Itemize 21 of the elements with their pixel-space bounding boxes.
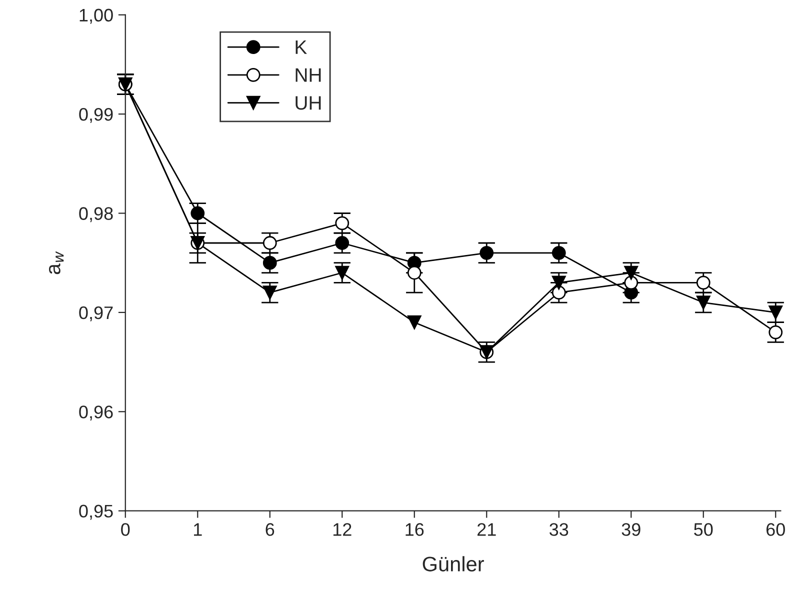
x-axis-title: Günler <box>422 556 484 572</box>
y-tick-label: 1,00 <box>80 8 113 24</box>
y-tick-label: 0,98 <box>79 207 113 222</box>
x-tick-label: 60 <box>766 523 785 536</box>
y-tick-label: 0,99 <box>79 108 113 123</box>
x-tick-label: 50 <box>694 523 713 536</box>
x-tick-label: 33 <box>550 523 568 536</box>
x-tick-label: 6 <box>266 523 274 536</box>
legend-label: NH <box>296 68 321 82</box>
y-tick-label: 0,96 <box>79 406 113 420</box>
legend-label: UH <box>296 96 321 110</box>
x-tick-label: 0 <box>121 523 130 536</box>
legend-label: K <box>296 40 307 54</box>
x-tick-label: 16 <box>406 523 424 536</box>
x-tick-label: 1 <box>194 523 202 536</box>
y-tick-label: 0,95 <box>79 504 113 520</box>
x-tick-label: 39 <box>622 523 640 536</box>
x-tick-label: 21 <box>478 523 496 536</box>
y-axis-title: a$_{w}$ <box>48 251 64 274</box>
y-tick-label: 0,97 <box>79 306 113 322</box>
x-tick-label: 12 <box>333 523 352 536</box>
